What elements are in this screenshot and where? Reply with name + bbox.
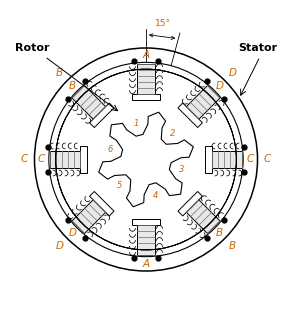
Polygon shape [178, 191, 202, 216]
Polygon shape [186, 85, 220, 119]
Text: B: B [216, 228, 223, 238]
Polygon shape [90, 103, 114, 128]
Text: 3: 3 [179, 165, 185, 174]
Text: D: D [68, 228, 76, 238]
Text: C: C [21, 154, 28, 165]
Text: 4: 4 [153, 191, 158, 200]
Polygon shape [90, 191, 114, 216]
Polygon shape [186, 200, 220, 234]
Text: C: C [247, 154, 254, 165]
Text: Rotor: Rotor [15, 43, 50, 53]
Text: B: B [69, 81, 76, 91]
Text: A: A [142, 50, 150, 60]
Polygon shape [80, 145, 87, 174]
Text: 2: 2 [170, 129, 175, 138]
Text: C: C [38, 154, 45, 165]
Polygon shape [72, 85, 106, 119]
Polygon shape [132, 93, 160, 100]
Text: 5: 5 [117, 181, 122, 190]
Text: D: D [55, 241, 63, 251]
Text: A: A [142, 259, 150, 269]
Polygon shape [137, 63, 155, 93]
Text: D: D [229, 68, 237, 78]
Polygon shape [132, 219, 160, 226]
Polygon shape [137, 226, 155, 256]
Polygon shape [50, 151, 80, 168]
Polygon shape [212, 151, 242, 168]
Polygon shape [99, 112, 193, 207]
Text: B: B [56, 68, 63, 78]
Text: Stator: Stator [238, 43, 277, 53]
Text: 1: 1 [134, 119, 139, 128]
Text: B: B [229, 241, 236, 251]
Polygon shape [72, 200, 106, 234]
Text: 6: 6 [107, 145, 113, 154]
Text: C: C [264, 154, 271, 165]
Polygon shape [178, 103, 202, 128]
Text: D: D [216, 81, 224, 91]
Polygon shape [205, 145, 212, 174]
Text: 15°: 15° [155, 19, 171, 28]
